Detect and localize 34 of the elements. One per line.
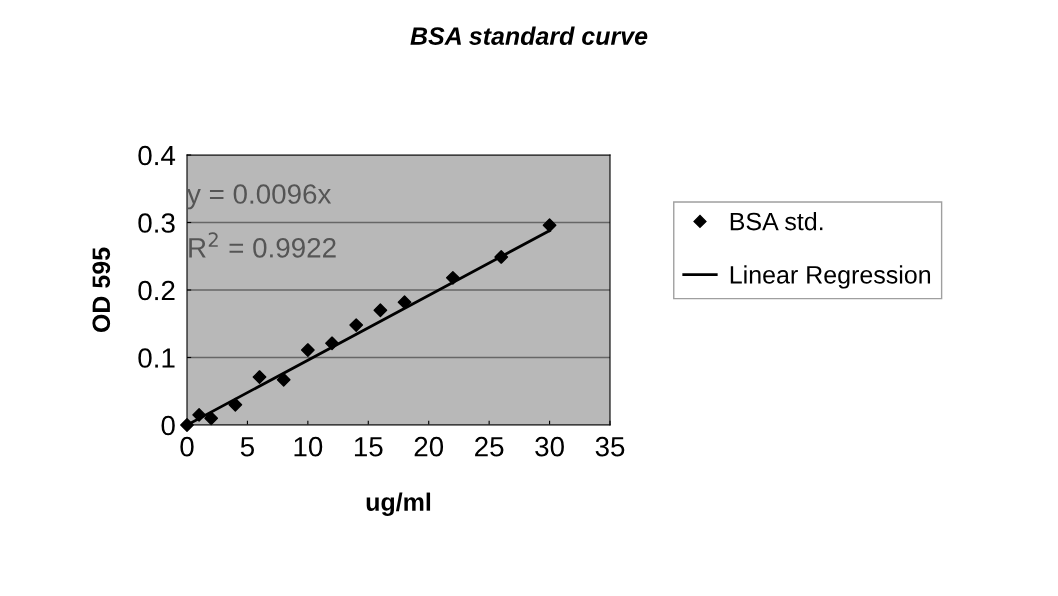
y-tick-label: 0.3: [138, 213, 175, 233]
x-tick-label: 5: [240, 437, 254, 457]
x-tick-label: 15: [354, 437, 383, 457]
point: [228, 397, 243, 412]
chart-title: BSA standard curve: [410, 26, 648, 45]
x-tick-label: 0: [180, 436, 194, 457]
point: [349, 318, 364, 333]
point: [300, 343, 315, 357]
annotation: R$^{2}$ = 0.9922: [189, 232, 336, 258]
point: [276, 372, 291, 387]
legend-label: BSA std.: [730, 212, 823, 231]
x-tick-label: 20: [414, 436, 444, 457]
y-tick-label: 0.2: [138, 280, 175, 301]
y-tick-label: 0: [161, 415, 175, 436]
x-tick-label: 35: [595, 436, 625, 457]
x-tick-label: 30: [535, 436, 564, 457]
legend-label: Linear Regression: [730, 265, 931, 289]
point: [494, 250, 509, 264]
point: [325, 336, 339, 351]
point: [397, 295, 412, 310]
x-axis-title: ug/ml: [366, 492, 431, 516]
x-tick-label: 25: [475, 436, 504, 457]
point: [542, 218, 557, 233]
point: [180, 418, 194, 432]
point: [445, 270, 460, 285]
point: [252, 370, 267, 384]
y-tick-label: 0.1: [138, 348, 175, 368]
annotation: y = 0.0096x: [187, 184, 332, 210]
point: [373, 303, 388, 318]
point: [192, 407, 206, 422]
x-tick-label: 10: [294, 436, 323, 457]
point: [204, 411, 219, 426]
y-axis-title: OD 595: [92, 247, 111, 333]
y-tick-label: 0.4: [138, 145, 176, 166]
